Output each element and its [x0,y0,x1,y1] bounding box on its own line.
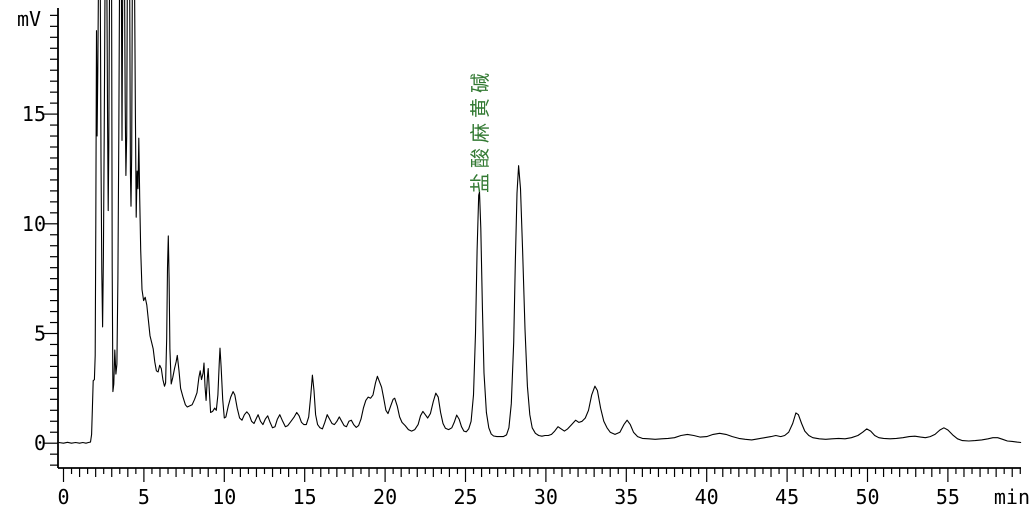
x-tick-label: 15 [293,485,317,509]
axes [57,8,1021,469]
peak-annotation-ephedrine-hcl: 盐酸麻黄碱 [469,68,492,193]
x-axis-ticks [62,468,1021,482]
x-tick-label: 25 [453,485,477,509]
x-tick-label: 5 [138,485,150,509]
x-tick-label: 0 [57,485,69,509]
x-tick-label: 40 [695,485,719,509]
y-tick-label: 10 [22,212,46,236]
y-tick-label: 15 [22,102,46,126]
x-tick-label: 35 [614,485,638,509]
x-axis-tick-labels: 0 5 10 15 20 25 30 35 40 45 50 55 [57,485,959,509]
x-tick-label: 45 [775,485,799,509]
y-axis-ticks [43,14,58,466]
y-axis-tick-labels: 0 5 10 15 [22,102,46,455]
y-axis-unit-label: mV [17,7,41,31]
x-axis-unit-label: min [994,485,1030,509]
x-tick-label: 30 [534,485,558,509]
x-tick-label: 50 [855,485,879,509]
y-tick-label: 5 [34,322,46,346]
x-tick-label: 20 [373,485,397,509]
x-tick-label: 55 [936,485,960,509]
y-tick-label: 0 [34,431,46,455]
x-tick-label: 10 [212,485,236,509]
signal-trace [58,0,1022,444]
